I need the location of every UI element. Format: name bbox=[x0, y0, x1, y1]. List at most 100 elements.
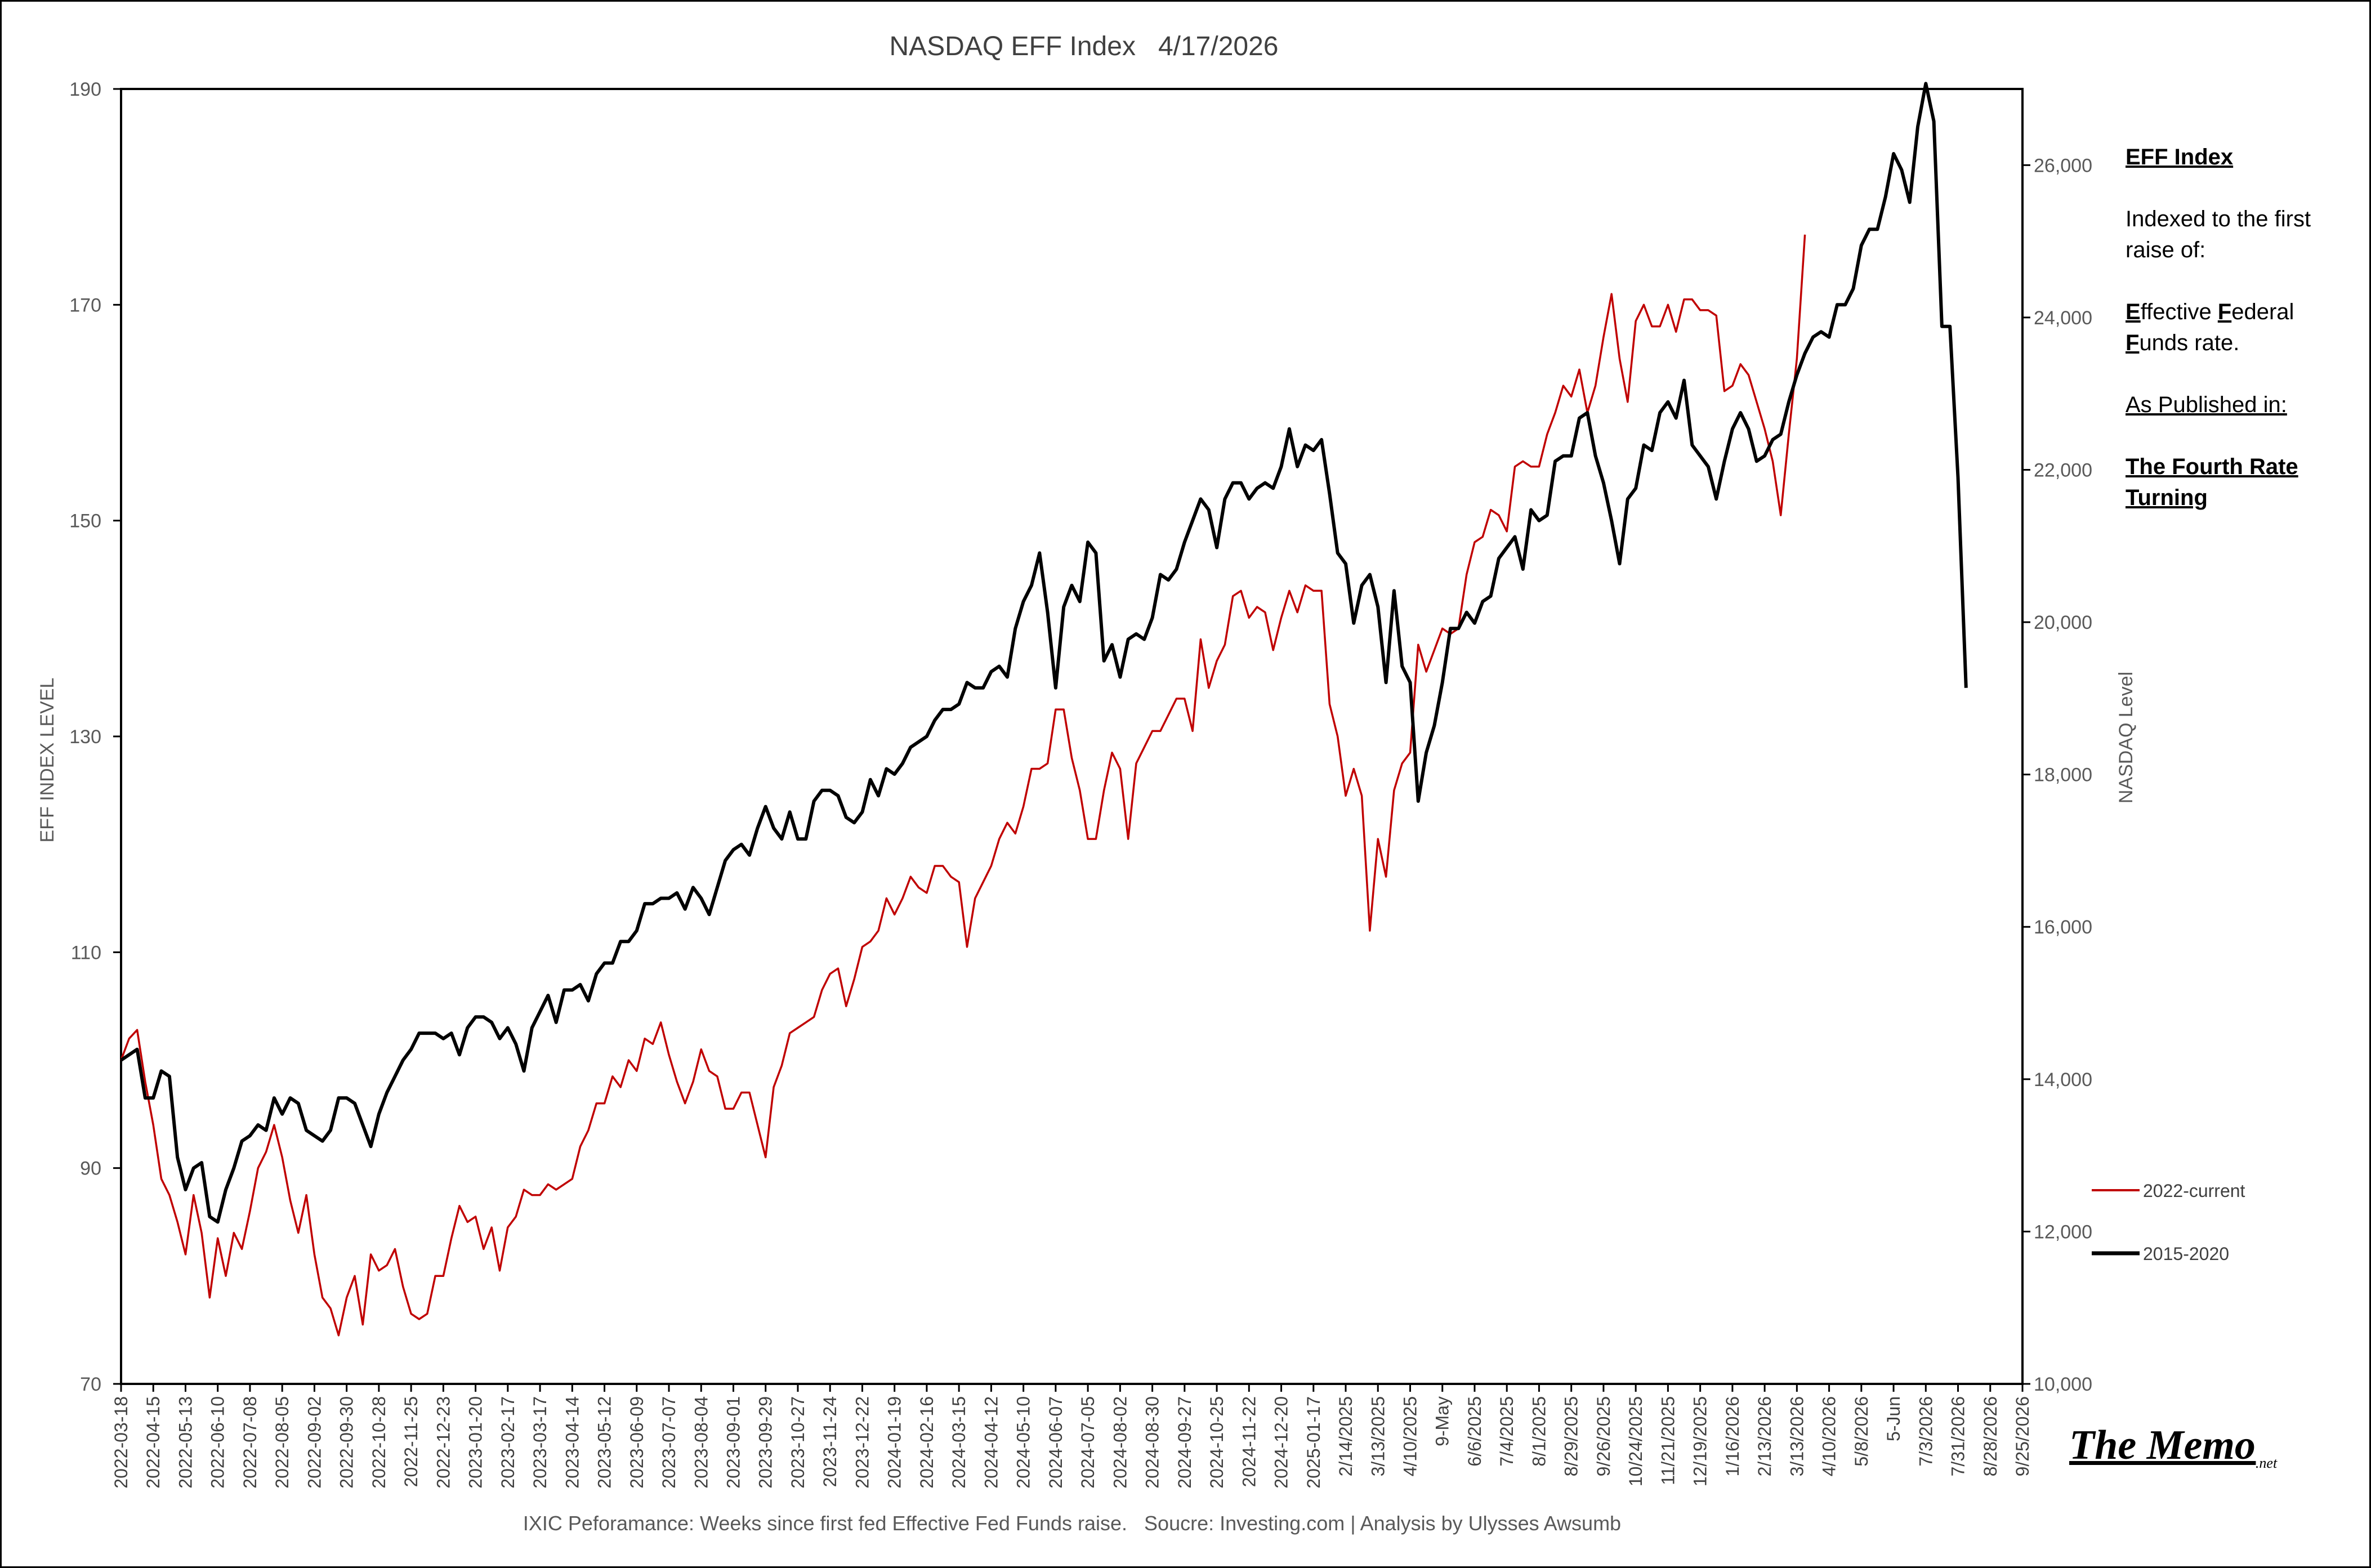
y-right-tick-label: 20,000 bbox=[2034, 612, 2092, 633]
legend: 2022-current 2015-2020 bbox=[2092, 1181, 2245, 1264]
chart-title: NASDAQ EFF Index 4/17/2026 bbox=[889, 32, 1278, 61]
annotation-funds: Funds rate. bbox=[2126, 328, 2362, 359]
x-tick-label: 4/10/2026 bbox=[1819, 1396, 1839, 1476]
x-tick-label: 2023-10-27 bbox=[788, 1396, 808, 1489]
annotation-pub-title2: Turning bbox=[2126, 485, 2208, 510]
annotation-e: E bbox=[2126, 300, 2141, 324]
legend-label-2022-current: 2022-current bbox=[2143, 1181, 2245, 1201]
x-tick-label: 2022-03-18 bbox=[111, 1396, 131, 1489]
annotation-line1a: Indexed to the first bbox=[2126, 207, 2311, 231]
legend-label-2015-2020: 2015-2020 bbox=[2143, 1244, 2229, 1264]
x-tick-label: 7/4/2025 bbox=[1497, 1396, 1517, 1467]
y-left-axis-label: EFF INDEX LEVEL bbox=[37, 678, 58, 843]
plot-area-border bbox=[120, 88, 2024, 1385]
x-tick-label: 2024-01-19 bbox=[885, 1396, 905, 1489]
the-memo-logo: The Memo.net bbox=[2069, 1422, 2277, 1472]
annotation-title: EFF Index bbox=[2126, 145, 2234, 169]
x-tick-label: 1/16/2026 bbox=[1722, 1396, 1743, 1476]
annotation-eff-rest1: ffective bbox=[2140, 300, 2218, 324]
x-tick-label: 2024-04-12 bbox=[981, 1396, 1001, 1489]
x-tick-label: 2023-07-07 bbox=[659, 1396, 679, 1489]
x-tick-label: 2023-12-22 bbox=[852, 1396, 872, 1489]
series-line-2022-current bbox=[120, 234, 1806, 1337]
x-tick-label: 2022-06-10 bbox=[208, 1396, 228, 1489]
y-right-axis-label: NASDAQ Level bbox=[2115, 672, 2137, 803]
x-tick-label: 2023-11-24 bbox=[820, 1396, 840, 1487]
y-right-tick-label: 22,000 bbox=[2034, 459, 2092, 481]
y-left-tick-label: 190 bbox=[69, 79, 101, 100]
x-tick-label: 2022-12-23 bbox=[433, 1396, 453, 1489]
x-tick-label: 2024-10-25 bbox=[1207, 1396, 1227, 1489]
x-tick-label: 2024-03-15 bbox=[949, 1396, 969, 1489]
series-line-2015-2020 bbox=[120, 82, 1968, 1224]
eff-annotation: EFF Index Indexed to the first raise of:… bbox=[2126, 142, 2362, 513]
x-tick-label: 9/26/2025 bbox=[1593, 1396, 1614, 1476]
x-tick-label: 2022-04-15 bbox=[143, 1396, 163, 1489]
x-tick-label: 2/14/2025 bbox=[1336, 1396, 1356, 1476]
x-tick-label: 2024-02-16 bbox=[917, 1396, 937, 1489]
y-left-tick-label: 170 bbox=[69, 294, 101, 316]
x-tick-label: 11/21/2025 bbox=[1658, 1396, 1678, 1485]
annotation-funds-f: F bbox=[2126, 330, 2140, 355]
x-tick-label: 2/13/2026 bbox=[1754, 1396, 1775, 1476]
y-right-tick-label: 12,000 bbox=[2034, 1221, 2092, 1243]
x-tick-labels: 2022-03-18 2022-04-15 2022-05-13 2022-06-10… bbox=[111, 1384, 2033, 1489]
logo-suffix: .net bbox=[2255, 1454, 2278, 1471]
x-tick-label: 2024-09-27 bbox=[1175, 1396, 1195, 1489]
x-tick-label: 2025-01-17 bbox=[1303, 1396, 1324, 1489]
y-right-tick-label: 26,000 bbox=[2034, 155, 2092, 176]
x-tick-label: 2022-05-13 bbox=[175, 1396, 195, 1489]
y-left-tick-label: 110 bbox=[71, 942, 101, 963]
y-left-tick-label: 90 bbox=[80, 1158, 101, 1180]
x-tick-label: 10/24/2025 bbox=[1626, 1396, 1646, 1486]
x-tick-label: 2022-07-08 bbox=[240, 1396, 260, 1489]
x-tick-label: 12/19/2025 bbox=[1690, 1396, 1711, 1486]
x-tick-label: 2022-09-30 bbox=[337, 1396, 357, 1489]
y-right-tick-label: 24,000 bbox=[2034, 307, 2092, 329]
annotation-pub-title1: The Fourth Rate bbox=[2126, 454, 2298, 479]
x-tick-label: 8/1/2025 bbox=[1529, 1396, 1549, 1467]
x-tick-label: 4/10/2025 bbox=[1400, 1396, 1420, 1476]
chart-caption: IXIC Peforamance: Weeks since first fed … bbox=[523, 1512, 1621, 1535]
y-left-tick-label: 150 bbox=[69, 511, 101, 532]
annotation-eff-rest2: ederal bbox=[2231, 300, 2294, 324]
x-tick-label: 2024-05-10 bbox=[1013, 1396, 1034, 1489]
x-tick-label: 7/31/2026 bbox=[1948, 1396, 1968, 1476]
annotation-eff-definition: Effective Federal bbox=[2126, 297, 2362, 328]
x-tick-label: 8/29/2025 bbox=[1561, 1396, 1582, 1476]
x-tick-label: 2022-10-28 bbox=[369, 1396, 389, 1489]
x-tick-label: 5-Jun bbox=[1883, 1396, 1904, 1441]
x-tick-label: 2024-07-05 bbox=[1078, 1396, 1098, 1489]
x-tick-label: 2023-02-17 bbox=[498, 1396, 518, 1489]
x-tick-label: 2023-05-12 bbox=[595, 1396, 615, 1489]
y-left-tick-label: 70 bbox=[80, 1374, 101, 1395]
x-tick-label: 2023-08-04 bbox=[691, 1396, 711, 1489]
x-tick-label: 2024-11-22 bbox=[1239, 1396, 1259, 1487]
x-tick-label: 5/8/2026 bbox=[1851, 1396, 1872, 1467]
x-tick-label: 2022-09-02 bbox=[304, 1396, 324, 1489]
x-tick-label: 6/6/2025 bbox=[1464, 1396, 1485, 1467]
x-tick-label: 2024-08-02 bbox=[1110, 1396, 1130, 1489]
x-tick-label: 2023-09-29 bbox=[756, 1396, 776, 1489]
x-tick-label: 3/13/2026 bbox=[1787, 1396, 1807, 1476]
y-right-tick-label: 10,000 bbox=[2034, 1374, 2092, 1395]
annotation-line1b: raise of: bbox=[2126, 238, 2206, 262]
logo-main: The Memo bbox=[2069, 1422, 2256, 1468]
x-tick-label: 9/25/2026 bbox=[2012, 1396, 2033, 1476]
y-left-tick-label: 130 bbox=[69, 726, 101, 748]
annotation-funds-rest: unds rate. bbox=[2139, 330, 2240, 355]
y-right-tick-label: 16,000 bbox=[2034, 917, 2092, 938]
x-tick-label: 2023-06-09 bbox=[627, 1396, 647, 1489]
x-tick-label: 2022-08-05 bbox=[272, 1396, 292, 1489]
x-tick-label: 8/28/2026 bbox=[1980, 1396, 2001, 1476]
x-tick-label: 2023-03-17 bbox=[530, 1396, 550, 1489]
axes: 70 90 110 130 150 170 190 10,000 12,000 14,000 16,… bbox=[69, 79, 2092, 1395]
x-tick-label: 2023-09-01 bbox=[724, 1396, 744, 1489]
x-tick-label: 2024-08-30 bbox=[1142, 1396, 1163, 1489]
series-lines bbox=[120, 82, 1968, 1337]
x-tick-label: 2023-04-14 bbox=[562, 1396, 582, 1489]
y-right-tick-label: 14,000 bbox=[2034, 1069, 2092, 1091]
x-tick-label: 2023-01-20 bbox=[466, 1396, 486, 1489]
